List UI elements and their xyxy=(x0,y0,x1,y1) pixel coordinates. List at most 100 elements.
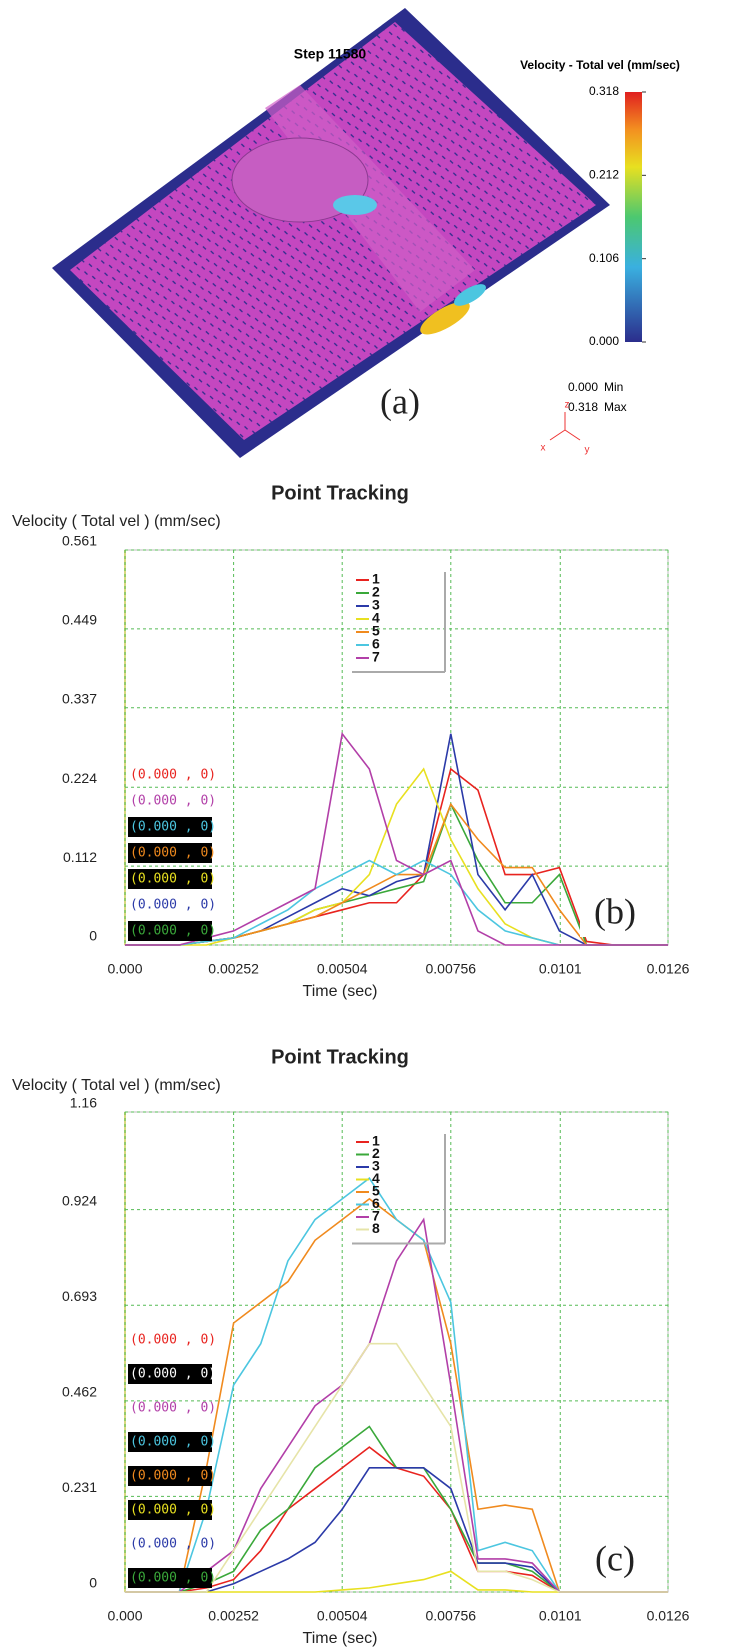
y-tick-label: 0.693 xyxy=(62,1288,97,1304)
legend-label: 8 xyxy=(372,1220,380,1236)
x-tick-label: 0.00504 xyxy=(317,1608,368,1624)
x-tick-label: 0.00252 xyxy=(208,961,259,977)
hot-spot xyxy=(420,301,470,335)
point-label-box xyxy=(128,1568,212,1588)
colorbar-title: Velocity - Total vel (mm/sec) xyxy=(520,58,680,72)
x-tick-label: 0.000 xyxy=(107,961,142,977)
legend-label: 7 xyxy=(372,649,380,665)
series-line xyxy=(125,1197,668,1593)
series-line xyxy=(125,731,668,946)
point-label: (0.000 , 0) xyxy=(130,768,216,783)
point-label: (0.000 , 0) xyxy=(130,1401,216,1416)
chart-title: Point Tracking xyxy=(271,482,409,504)
point-label-box xyxy=(128,1500,212,1520)
hot-spot xyxy=(333,195,377,215)
y-tick-label: 0.231 xyxy=(62,1479,97,1495)
triad-axis xyxy=(564,429,581,441)
legend-label: 4 xyxy=(372,1170,380,1186)
y-axis-label: Velocity ( Total vel ) (mm/sec) xyxy=(12,513,221,530)
legend-label: 5 xyxy=(372,1183,380,1199)
x-tick-label: 0.00756 xyxy=(425,961,476,977)
point-label: (0.000 , 0) xyxy=(130,846,216,861)
plate-surface xyxy=(70,22,596,440)
point-label-box xyxy=(128,817,212,837)
point-label-box xyxy=(128,1466,212,1486)
max-value: 0.318 xyxy=(568,400,598,414)
panel-label: (c) xyxy=(595,1538,635,1578)
panel-label-bg xyxy=(580,893,650,937)
x-tick-label: 0.00504 xyxy=(317,961,368,977)
step-label: Step 11580 xyxy=(294,46,367,62)
point-label: (0.000 , 0) xyxy=(130,820,216,835)
point-label-box xyxy=(128,1432,212,1452)
y-tick-label: 0.337 xyxy=(62,690,97,706)
x-tick-label: 0.00756 xyxy=(425,1608,476,1624)
max-label: Max xyxy=(604,400,627,414)
y-tick-label: 0.449 xyxy=(62,612,97,628)
min-label: Min xyxy=(604,380,623,394)
y-tick-label: 0.924 xyxy=(62,1192,97,1208)
triad-axis xyxy=(549,429,566,441)
hot-spot xyxy=(454,284,486,306)
x-axis-label: Time (sec) xyxy=(303,983,378,1000)
y-tick-label: 0.561 xyxy=(62,533,97,549)
chart-title: Point Tracking xyxy=(271,1046,409,1068)
triad-label: y xyxy=(585,445,590,456)
colorbar-tick-label: 0.212 xyxy=(589,168,619,182)
legend-label: 1 xyxy=(372,571,380,587)
legend-label: 4 xyxy=(372,610,380,626)
legend-label: 6 xyxy=(372,1195,380,1211)
panel-label: (a) xyxy=(380,381,420,421)
point-label: (0.000 , 0) xyxy=(130,1571,216,1586)
legend-label: 1 xyxy=(372,1133,380,1149)
panel-a-render xyxy=(52,8,642,458)
colorbar-tick-label: 0.318 xyxy=(589,84,619,98)
series-line xyxy=(125,1177,668,1593)
point-label: (0.000 , 0) xyxy=(130,898,216,913)
panel-label: (b) xyxy=(594,891,636,931)
panel-label-bg xyxy=(580,1540,650,1584)
x-tick-label: 0.0101 xyxy=(539,1608,582,1624)
point-label: (0.000 , 0) xyxy=(130,1537,216,1552)
y-tick-label: 1.16 xyxy=(70,1095,97,1111)
colorbar xyxy=(625,92,642,342)
point-label: (0.000 , 0) xyxy=(130,1435,216,1450)
x-tick-label: 0.0126 xyxy=(647,1608,690,1624)
min-value: 0.000 xyxy=(568,380,598,394)
point-label: (0.000 , 0) xyxy=(130,1333,216,1348)
series-line xyxy=(125,1342,668,1593)
x-tick-label: 0.0101 xyxy=(539,961,582,977)
point-label-box xyxy=(128,869,212,889)
point-label: (0.000 , 0) xyxy=(130,872,216,887)
x-axis-label: Time (sec) xyxy=(303,1630,378,1647)
point-label: (0.000 , 0) xyxy=(130,1469,216,1484)
legend-label: 3 xyxy=(372,597,380,613)
point-label-box xyxy=(128,843,212,863)
legend-label: 3 xyxy=(372,1158,380,1174)
y-tick-label: 0 xyxy=(89,1575,97,1591)
point-label: (0.000 , 0) xyxy=(130,794,216,809)
y-tick-label: 0 xyxy=(89,928,97,944)
colorbar-tick-label: 0.106 xyxy=(589,251,619,265)
x-tick-label: 0.00252 xyxy=(208,1608,259,1624)
point-label: (0.000 , 0) xyxy=(130,1367,216,1382)
y-tick-label: 0.224 xyxy=(62,770,97,786)
legend-label: 2 xyxy=(372,1145,380,1161)
colorbar-tick-label: 0.000 xyxy=(589,334,619,348)
y-tick-label: 0.112 xyxy=(63,849,97,865)
point-label-box xyxy=(128,1364,212,1384)
x-tick-label: 0.000 xyxy=(107,1608,142,1624)
crater xyxy=(231,137,369,223)
point-label: (0.000 , 0) xyxy=(130,924,216,939)
y-tick-label: 0.462 xyxy=(62,1384,97,1400)
legend-label: 7 xyxy=(372,1208,380,1224)
point-label: (0.000 , 0) xyxy=(130,1503,216,1518)
point-label-box xyxy=(128,921,212,941)
triad-label: z xyxy=(565,400,570,411)
x-tick-label: 0.0126 xyxy=(647,961,690,977)
legend-label: 2 xyxy=(372,584,380,600)
legend-label: 5 xyxy=(372,623,380,639)
legend-label: 6 xyxy=(372,636,380,652)
triad-label: x xyxy=(541,443,546,454)
